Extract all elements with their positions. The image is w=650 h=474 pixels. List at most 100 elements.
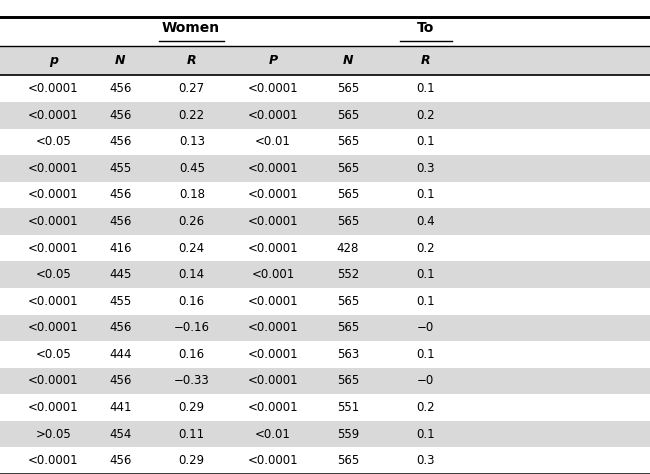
Bar [0, 155, 650, 182]
Text: −0.16: −0.16 [174, 321, 210, 334]
Text: 456: 456 [109, 321, 131, 334]
Text: R: R [187, 54, 196, 67]
Text: 0.4: 0.4 [417, 215, 435, 228]
Text: −0.33: −0.33 [174, 374, 209, 387]
Text: 0.29: 0.29 [179, 454, 205, 467]
Text: <0.05: <0.05 [36, 348, 72, 361]
Text: 454: 454 [109, 428, 131, 441]
Text: 0.18: 0.18 [179, 189, 205, 201]
Text: 456: 456 [109, 215, 131, 228]
Text: 0.29: 0.29 [179, 401, 205, 414]
Text: 0.3: 0.3 [417, 454, 435, 467]
Text: <0.0001: <0.0001 [248, 109, 298, 122]
Bar [0, 182, 650, 208]
Text: <0.0001: <0.0001 [248, 242, 298, 255]
Text: 0.2: 0.2 [417, 401, 435, 414]
Text: 456: 456 [109, 189, 131, 201]
Bar [0, 421, 650, 447]
Bar [0, 341, 650, 368]
Text: <0.0001: <0.0001 [28, 162, 79, 175]
Text: 428: 428 [337, 242, 359, 255]
Text: N: N [343, 54, 353, 67]
Text: 565: 565 [337, 454, 359, 467]
Bar [0, 75, 650, 102]
Text: To: To [417, 21, 434, 36]
Bar [0, 102, 650, 128]
Text: −0: −0 [417, 374, 434, 387]
Text: 565: 565 [337, 82, 359, 95]
Text: N: N [115, 54, 125, 67]
Text: 0.24: 0.24 [179, 242, 205, 255]
Text: p: p [49, 54, 58, 67]
Text: 0.1: 0.1 [417, 348, 435, 361]
Text: <0.0001: <0.0001 [28, 454, 79, 467]
Text: 565: 565 [337, 295, 359, 308]
Text: 552: 552 [337, 268, 359, 281]
Text: 445: 445 [109, 268, 131, 281]
Text: 565: 565 [337, 162, 359, 175]
Text: 565: 565 [337, 215, 359, 228]
Text: 563: 563 [337, 348, 359, 361]
Bar [0, 261, 650, 288]
Text: 565: 565 [337, 135, 359, 148]
Text: <0.0001: <0.0001 [28, 242, 79, 255]
Text: 0.2: 0.2 [417, 109, 435, 122]
Text: 456: 456 [109, 454, 131, 467]
Text: <0.0001: <0.0001 [28, 215, 79, 228]
Text: <0.0001: <0.0001 [248, 82, 298, 95]
Text: 0.1: 0.1 [417, 295, 435, 308]
Text: <0.0001: <0.0001 [28, 295, 79, 308]
Text: <0.0001: <0.0001 [248, 215, 298, 228]
Text: 456: 456 [109, 82, 131, 95]
Text: 0.1: 0.1 [417, 268, 435, 281]
Text: 455: 455 [109, 162, 131, 175]
Bar [0, 394, 650, 421]
Bar [0, 208, 650, 235]
Text: 0.27: 0.27 [179, 82, 205, 95]
Text: <0.0001: <0.0001 [28, 109, 79, 122]
Text: 0.14: 0.14 [179, 268, 205, 281]
Bar [0, 0, 650, 17]
Text: <0.0001: <0.0001 [248, 189, 298, 201]
Text: 0.1: 0.1 [417, 135, 435, 148]
Text: 441: 441 [109, 401, 131, 414]
Text: 0.22: 0.22 [179, 109, 205, 122]
Bar [0, 447, 650, 474]
Text: 0.3: 0.3 [417, 162, 435, 175]
Bar [0, 235, 650, 261]
Text: <0.0001: <0.0001 [28, 321, 79, 334]
Text: <0.0001: <0.0001 [248, 454, 298, 467]
Text: 0.1: 0.1 [417, 428, 435, 441]
Bar [0, 288, 650, 315]
Text: 551: 551 [337, 401, 359, 414]
Text: 565: 565 [337, 374, 359, 387]
Text: <0.01: <0.01 [255, 135, 291, 148]
Text: P: P [268, 54, 278, 67]
Bar [0, 128, 650, 155]
Text: 0.1: 0.1 [417, 189, 435, 201]
Text: 444: 444 [109, 348, 131, 361]
Text: <0.0001: <0.0001 [28, 82, 79, 95]
Text: 565: 565 [337, 189, 359, 201]
Text: 559: 559 [337, 428, 359, 441]
Text: 456: 456 [109, 109, 131, 122]
Text: <0.0001: <0.0001 [248, 348, 298, 361]
Bar [0, 46, 650, 75]
Text: 0.2: 0.2 [417, 242, 435, 255]
Text: <0.01: <0.01 [255, 428, 291, 441]
Text: <0.0001: <0.0001 [248, 321, 298, 334]
Text: <0.05: <0.05 [36, 135, 72, 148]
Text: 0.26: 0.26 [179, 215, 205, 228]
Text: 456: 456 [109, 135, 131, 148]
Text: <0.0001: <0.0001 [28, 189, 79, 201]
Text: <0.0001: <0.0001 [248, 295, 298, 308]
Text: 0.13: 0.13 [179, 135, 205, 148]
Text: 0.16: 0.16 [179, 295, 205, 308]
Text: <0.0001: <0.0001 [248, 162, 298, 175]
Text: 455: 455 [109, 295, 131, 308]
Text: 0.16: 0.16 [179, 348, 205, 361]
Text: <0.001: <0.001 [252, 268, 294, 281]
Text: 565: 565 [337, 109, 359, 122]
Text: R: R [421, 54, 430, 67]
Text: 565: 565 [337, 321, 359, 334]
